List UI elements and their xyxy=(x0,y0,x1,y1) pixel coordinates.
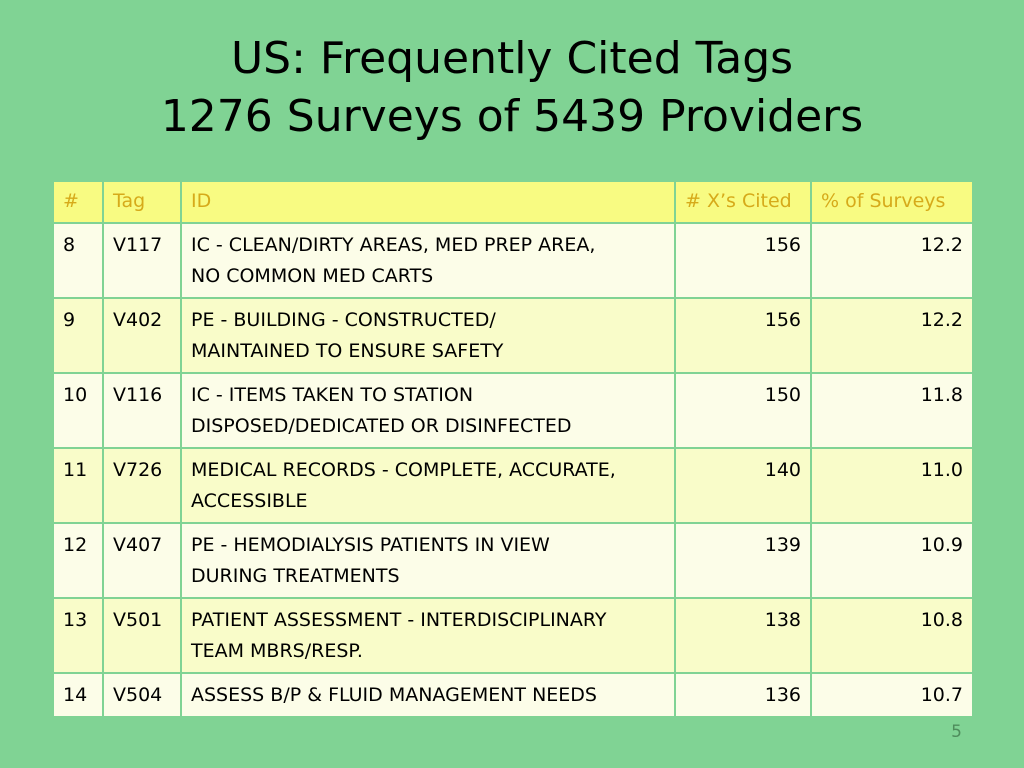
row-id: IC - ITEMS TAKEN TO STATION DISPOSED/DEDI… xyxy=(180,372,676,449)
table-row: 14 V504 ASSESS B/P & FLUID MANAGEMENT NE… xyxy=(52,672,974,718)
row-number: 12 xyxy=(52,522,104,599)
row-id: PE - BUILDING - CONSTRUCTED/MAINTAINED T… xyxy=(180,297,676,374)
row-percent-surveys: 12.2 xyxy=(810,297,974,374)
row-id-line-2: MAINTAINED TO ENSURE SAFETY xyxy=(191,340,504,362)
row-id: PE - HEMODIALYSIS PATIENTS IN VIEW DURING… xyxy=(180,522,676,599)
row-tag: V117 xyxy=(102,222,182,299)
row-id-line-1: PATIENT ASSESSMENT - INTERDISCIPLINARY xyxy=(191,609,607,631)
row-id-line-1: MEDICAL RECORDS - COMPLETE, ACCURATE, xyxy=(191,459,616,481)
row-tag: V407 xyxy=(102,522,182,599)
title-line-2: 1276 Surveys of 5439 Providers xyxy=(160,91,864,142)
row-number: 13 xyxy=(52,597,104,674)
row-times-cited: 156 xyxy=(674,222,812,299)
row-id: MEDICAL RECORDS - COMPLETE, ACCURATE, ACC… xyxy=(180,447,676,524)
table-row: 9 V402 PE - BUILDING - CONSTRUCTED/MAINT… xyxy=(52,297,974,374)
row-tag: V504 xyxy=(102,672,182,718)
row-number: 14 xyxy=(52,672,104,718)
row-id-line-1: ASSESS B/P & FLUID MANAGEMENT NEEDS xyxy=(191,684,597,706)
row-times-cited: 156 xyxy=(674,297,812,374)
row-times-cited: 140 xyxy=(674,447,812,524)
header-percent-surveys: % of Surveys xyxy=(810,180,974,224)
table-row: 11 V726 MEDICAL RECORDS - COMPLETE, ACCU… xyxy=(52,447,974,524)
row-percent-surveys: 10.7 xyxy=(810,672,974,718)
row-id-line-1: IC - CLEAN/DIRTY AREAS, MED PREP AREA, xyxy=(191,234,596,256)
table-header-row: # Tag ID # X’s Cited % of Surveys xyxy=(52,180,974,224)
row-id-line-1: PE - BUILDING - CONSTRUCTED/ xyxy=(191,309,496,331)
row-percent-surveys: 11.8 xyxy=(810,372,974,449)
header-tag: Tag xyxy=(102,180,182,224)
row-number: 9 xyxy=(52,297,104,374)
row-times-cited: 139 xyxy=(674,522,812,599)
row-tag: V501 xyxy=(102,597,182,674)
row-id-line-1: PE - HEMODIALYSIS PATIENTS IN VIEW xyxy=(191,534,550,556)
row-tag: V726 xyxy=(102,447,182,524)
row-id: IC - CLEAN/DIRTY AREAS, MED PREP AREA, NO… xyxy=(180,222,676,299)
table-row: 13 V501 PATIENT ASSESSMENT - INTERDISCIP… xyxy=(52,597,974,674)
row-id-line-2: ACCESSIBLE xyxy=(191,490,308,512)
cited-tags-table: # Tag ID # X’s Cited % of Surveys 8 V117… xyxy=(52,180,974,718)
table-row: 10 V116 IC - ITEMS TAKEN TO STATION DISPO… xyxy=(52,372,974,449)
row-percent-surveys: 10.8 xyxy=(810,597,974,674)
row-times-cited: 138 xyxy=(674,597,812,674)
row-id: ASSESS B/P & FLUID MANAGEMENT NEEDS xyxy=(180,672,676,718)
table-row: 12 V407 PE - HEMODIALYSIS PATIENTS IN VI… xyxy=(52,522,974,599)
row-id-line-2: DURING TREATMENTS xyxy=(191,565,400,587)
row-percent-surveys: 12.2 xyxy=(810,222,974,299)
row-id: PATIENT ASSESSMENT - INTERDISCIPLINARY TE… xyxy=(180,597,676,674)
row-id-line-1: IC - ITEMS TAKEN TO STATION xyxy=(191,384,474,406)
row-times-cited: 136 xyxy=(674,672,812,718)
row-id-line-2: DISPOSED/DEDICATED OR DISINFECTED xyxy=(191,415,572,437)
header-number: # xyxy=(52,180,104,224)
page-number: 5 xyxy=(951,722,962,742)
row-percent-surveys: 11.0 xyxy=(810,447,974,524)
header-id: ID xyxy=(180,180,676,224)
slide-title: US: Frequently Cited Tags 1276 Surveys o… xyxy=(0,30,1024,146)
title-line-1: US: Frequently Cited Tags xyxy=(230,33,794,84)
row-tag: V402 xyxy=(102,297,182,374)
row-times-cited: 150 xyxy=(674,372,812,449)
row-tag: V116 xyxy=(102,372,182,449)
row-id-line-2: NO COMMON MED CARTS xyxy=(191,265,434,287)
row-percent-surveys: 10.9 xyxy=(810,522,974,599)
row-number: 8 xyxy=(52,222,104,299)
row-number: 10 xyxy=(52,372,104,449)
header-times-cited: # X’s Cited xyxy=(674,180,812,224)
row-id-line-2: TEAM MBRS/RESP. xyxy=(191,640,363,662)
table-row: 8 V117 IC - CLEAN/DIRTY AREAS, MED PREP … xyxy=(52,222,974,299)
row-number: 11 xyxy=(52,447,104,524)
